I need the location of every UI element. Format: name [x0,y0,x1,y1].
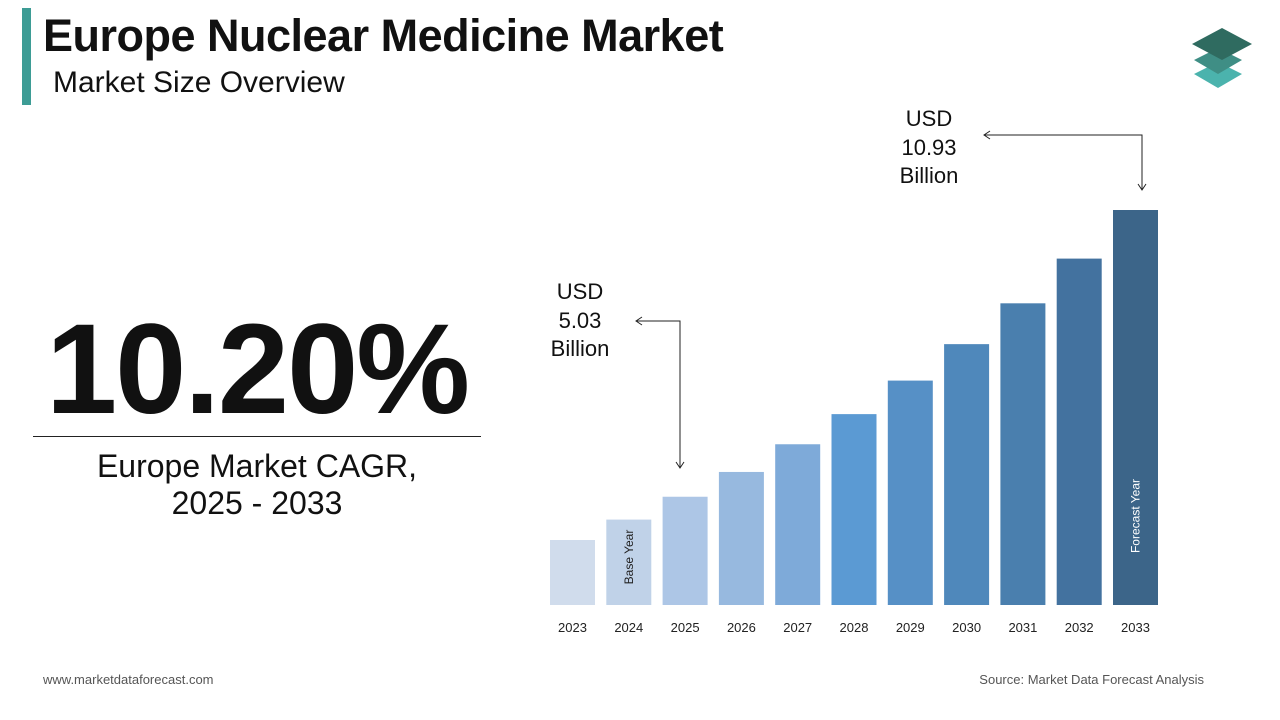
bar-annotation: Base Year [622,530,636,585]
cagr-label-line2: 2025 - 2033 [171,485,343,521]
x-tick-label: 2029 [896,620,925,635]
bar-2028 [831,414,877,605]
x-tick-label: 2031 [1008,620,1037,635]
website-link[interactable]: www.marketdataforecast.com [43,672,214,687]
cagr-label: Europe Market CAGR, 2025 - 2033 [33,448,481,522]
divider [33,436,481,437]
callout-arrow-forecast [983,130,1147,191]
callout-base-line1: USD [556,279,604,304]
source-note: Source: Market Data Forecast Analysis [979,672,1204,687]
x-tick-label: 2032 [1065,620,1094,635]
bar-2032 [1056,258,1102,605]
cagr-value: 10.20% [45,298,470,441]
callout-base-value: USD 5.03 Billion [520,278,640,364]
callout-arrow-base [635,316,685,469]
callout-forecast-line3: Billion [899,163,959,188]
bar-annotation: Forecast Year [1129,479,1143,553]
callout-forecast-value: USD 10.93 Billion [869,105,989,191]
bar-2023 [550,540,595,605]
x-tick-label: 2025 [671,620,700,635]
page-title: Europe Nuclear Medicine Market [43,10,724,61]
bar-2025 [662,496,708,605]
x-tick-label: 2024 [614,620,643,635]
title-accent-bar [22,8,31,105]
x-tick-label: 2023 [558,620,587,635]
x-tick-label: 2028 [840,620,869,635]
x-tick-label: 2026 [727,620,756,635]
bar-2026 [718,471,764,605]
bar-2024 [606,519,652,605]
callout-forecast-line2: 10.93 [901,134,957,160]
logo-layer-bottom [1194,62,1242,88]
callout-base-line3: Billion [550,336,610,361]
callout-forecast-line1: USD [905,106,953,131]
cagr-label-line1: Europe Market CAGR, [96,448,418,484]
bar-2031 [1000,303,1046,605]
bar-2033 [1113,210,1158,605]
bar-2027 [775,444,821,605]
logo-layer-top [1192,28,1252,60]
page-subtitle: Market Size Overview [53,66,345,99]
bar-2030 [944,344,990,605]
x-tick-label: 2027 [783,620,812,635]
bar-2029 [887,380,933,605]
x-tick-label: 2030 [952,620,981,635]
stacked-layers-icon [1192,28,1252,88]
x-tick-label: 2033 [1121,620,1150,635]
callout-base-line2: 5.03 [558,307,602,333]
